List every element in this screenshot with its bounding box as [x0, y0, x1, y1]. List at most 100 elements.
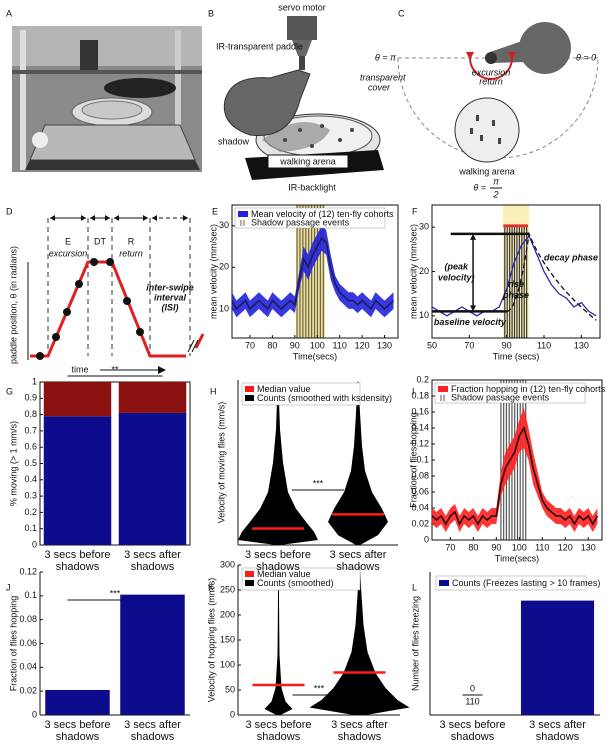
legend-box: [434, 382, 586, 404]
label: IR-backlight: [288, 182, 336, 192]
y-tick-label: 0.1: [24, 523, 37, 533]
x-tick-label: 90: [290, 340, 300, 350]
line: [431, 425, 599, 526]
y-tick-label: 0.12: [19, 566, 37, 576]
photo: [12, 26, 202, 172]
y-tick-label: 0.9: [24, 393, 37, 403]
y-tick-label: 50: [225, 684, 235, 694]
bar-segment: [118, 382, 187, 413]
label: excursion: [49, 248, 88, 258]
y-tick-label: 0.8: [24, 409, 37, 419]
event-marker: [508, 224, 512, 228]
x-tick-label: 50: [427, 340, 437, 350]
y-tick-label: 30: [219, 220, 229, 230]
legend-label: Counts (smoothed): [257, 578, 334, 588]
legend-box: [241, 567, 361, 591]
x-category-label: 3 secs before shadows: [439, 719, 506, 743]
y-tick-label: 0.02: [19, 686, 37, 696]
x-category-label: 3 secs after shadows: [124, 549, 181, 573]
event-marker: [515, 224, 519, 228]
x-tick-label: 90: [502, 340, 512, 350]
legend-label: Shadow passage events: [451, 392, 550, 402]
y-tick-label: 0.2: [416, 374, 429, 384]
y-tick-label: 0.12: [411, 438, 429, 448]
label: shadow: [218, 136, 250, 146]
bar-segment: [118, 412, 187, 545]
y-axis-label: Fraction of flies hopping: [8, 596, 18, 692]
panel-label: D: [6, 206, 13, 216]
y-axis-label: Number of flies freezing: [410, 596, 420, 691]
panel-label: A: [6, 8, 12, 18]
significance-label: **: [111, 364, 119, 374]
x-category-label: 3 secs before shadows: [245, 719, 312, 743]
motor: [287, 16, 317, 40]
legend-label: Fraction hopping in (12) ten-fly cohorts: [451, 384, 606, 394]
label: θ =: [473, 182, 486, 192]
x-axis-label: Time (secs): [493, 351, 540, 361]
y-tick-label: 300: [220, 559, 235, 569]
panel-label: H: [210, 386, 217, 396]
x-tick-label: 90: [491, 542, 501, 552]
y-tick-label: 0.1: [416, 454, 429, 464]
annotation: velocity): [438, 272, 475, 282]
label: cover: [368, 82, 391, 92]
y-tick-label: 0.04: [19, 662, 37, 672]
diagram-c: θ = π θ = 0 excursion return walking are…: [375, 22, 599, 199]
event-marker: [517, 224, 521, 228]
label: return: [119, 248, 143, 258]
y-tick-label: 100: [220, 659, 235, 669]
panel-label: L: [412, 582, 417, 592]
panel-label: I: [412, 386, 415, 396]
event-marker: [505, 224, 509, 228]
label: return: [479, 76, 503, 86]
y-tick-label: 30: [419, 222, 429, 232]
legend-label: Median value: [257, 384, 311, 394]
significance-label: ***: [313, 478, 324, 488]
label: walking arena: [279, 156, 336, 166]
y-tick-label: 0.3: [24, 490, 37, 500]
x-tick-label: 130: [574, 340, 589, 350]
x-tick-label: 100: [512, 542, 527, 552]
bar: [520, 600, 595, 715]
y-tick-label: 1: [32, 376, 37, 386]
x-category-label: 3 secs after shadows: [124, 719, 181, 743]
y-tick-label: 0.08: [19, 614, 37, 624]
label: 2: [492, 189, 498, 199]
y-tick-label: 0: [32, 539, 37, 549]
y-tick-label: 0.02: [411, 518, 429, 528]
legend-swatch: [245, 395, 254, 401]
annotation: 110: [465, 696, 479, 706]
event-marker: [522, 224, 526, 228]
error-band: [232, 225, 394, 318]
panel-label: K: [208, 582, 214, 592]
x-axis-label: Time(secs): [495, 553, 539, 563]
panel-label: C: [398, 8, 405, 18]
legend-box: [241, 382, 361, 406]
legend-swatch: [245, 580, 254, 586]
y-tick-label: 0.06: [411, 486, 429, 496]
annotation: 0: [470, 683, 475, 693]
y-tick-label: 200: [220, 609, 235, 619]
y-tick-label: 250: [220, 584, 235, 594]
x-category-label: 3 secs before shadows: [244, 549, 312, 573]
x-tick-label: 70: [464, 340, 474, 350]
y-tick-label: 0.4: [24, 474, 37, 484]
x-tick-label: 110: [537, 340, 551, 350]
y-tick-label: 0: [230, 709, 235, 719]
y-tick-label: 0.5: [24, 458, 37, 468]
y-tick-label: 0.14: [411, 422, 429, 432]
x-tick-label: 110: [332, 340, 346, 350]
violin: [238, 383, 318, 545]
axis-label: paddle position, θ (in radians): [8, 246, 18, 364]
bar: [45, 689, 110, 715]
legend-label: Mean velocity of (12) ten-fly cohorts: [251, 209, 394, 219]
x-tick-label: 80: [468, 542, 478, 552]
label: (ISI): [162, 302, 179, 312]
y-tick-label: 0.18: [411, 390, 429, 400]
violin: [328, 381, 388, 545]
y-tick-label: 10: [219, 303, 229, 313]
label: DT: [94, 236, 106, 246]
label: θ = π: [375, 52, 397, 62]
label: servo motor: [278, 2, 326, 12]
event-marker: [503, 224, 507, 228]
